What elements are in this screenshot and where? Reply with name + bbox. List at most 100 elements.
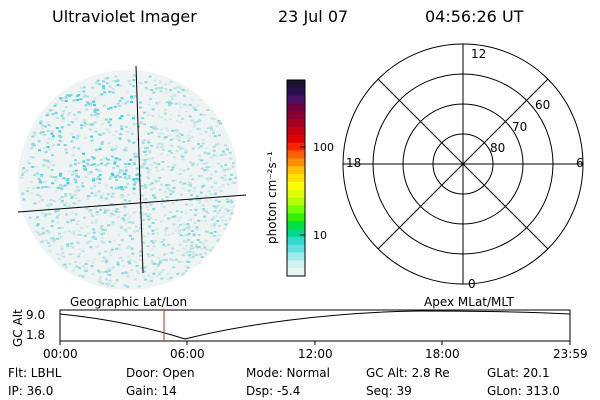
speckle (182, 169, 186, 172)
speckle (164, 229, 168, 232)
speckle (152, 210, 156, 213)
speckle (153, 178, 157, 181)
speckle (192, 190, 196, 193)
speckle (89, 171, 93, 174)
speckle (105, 261, 109, 264)
speckle (182, 228, 186, 231)
speckle (204, 195, 208, 197)
speckle (125, 125, 129, 128)
speckle (142, 163, 146, 166)
speckle (123, 176, 127, 179)
speckle (66, 182, 70, 185)
speckle (128, 83, 132, 86)
speckle (187, 139, 191, 142)
speckle (141, 228, 145, 230)
speckle (175, 86, 179, 89)
speckle (145, 146, 149, 149)
speckle (132, 192, 136, 195)
speckle (160, 241, 164, 243)
speckle (212, 234, 216, 237)
speckle (165, 196, 169, 199)
speckle (116, 165, 120, 168)
speckle (101, 85, 105, 88)
speckle (47, 207, 51, 210)
speckle (58, 198, 61, 201)
speckle (147, 132, 150, 135)
speckle (156, 265, 160, 268)
speckle (149, 164, 153, 167)
speckle (163, 137, 167, 140)
speckle (161, 132, 165, 135)
speckle (74, 260, 78, 263)
speckle (77, 162, 81, 165)
speckle (211, 129, 215, 132)
speckle (93, 104, 96, 107)
speckle (138, 166, 142, 169)
speckle (77, 200, 81, 202)
speckle (115, 145, 119, 148)
speckle (107, 107, 110, 110)
speckle (122, 172, 126, 175)
speckle (220, 167, 224, 170)
speckle (186, 250, 190, 253)
speckle (173, 156, 176, 159)
speckle (209, 177, 213, 180)
speckle (164, 108, 168, 111)
speckle (35, 166, 39, 169)
speckle (97, 133, 101, 136)
speckle (93, 185, 97, 188)
speckle (59, 136, 63, 139)
speckle (150, 248, 154, 251)
speckle (85, 225, 89, 228)
speckle (134, 96, 138, 99)
speckle (150, 240, 154, 243)
speckle (31, 156, 35, 159)
speckle (104, 259, 108, 262)
speckle (84, 263, 88, 265)
speckle (149, 216, 153, 219)
speckle (229, 199, 232, 202)
polar-panel-label: Apex MLat/MLT (424, 295, 514, 309)
speckle (86, 259, 90, 262)
speckle (123, 205, 127, 208)
speckle (52, 200, 56, 202)
speckle (179, 106, 183, 109)
speckle (33, 174, 36, 177)
speckle (160, 86, 164, 89)
speckle (157, 131, 161, 134)
speckle (32, 131, 36, 134)
speckle (191, 136, 195, 138)
speckle (58, 130, 62, 133)
speckle (99, 279, 103, 282)
speckle (98, 281, 102, 284)
speckle (108, 274, 112, 277)
speckle (218, 186, 222, 189)
speckle (225, 198, 229, 201)
speckle (217, 233, 221, 236)
speckle (51, 138, 55, 141)
speckle (189, 218, 193, 221)
speckle (158, 176, 162, 179)
speckle (110, 173, 114, 176)
speckle (166, 165, 170, 168)
speckle (146, 171, 150, 174)
parallel-line (17, 194, 247, 213)
speckle (98, 174, 102, 177)
speckle (75, 174, 79, 177)
speckle (210, 117, 214, 120)
speckle (152, 127, 156, 130)
speckle (148, 225, 152, 228)
speckle (101, 228, 105, 231)
speckle (63, 144, 67, 146)
speckle (152, 208, 156, 211)
speckle (113, 282, 117, 285)
speckle (133, 163, 136, 166)
speckle (83, 136, 87, 139)
speckle (179, 216, 182, 219)
speckle (113, 162, 117, 165)
speckle (132, 85, 136, 88)
speckle (58, 174, 62, 177)
speckle (206, 127, 210, 130)
speckle (58, 134, 61, 137)
speckle (150, 277, 154, 280)
